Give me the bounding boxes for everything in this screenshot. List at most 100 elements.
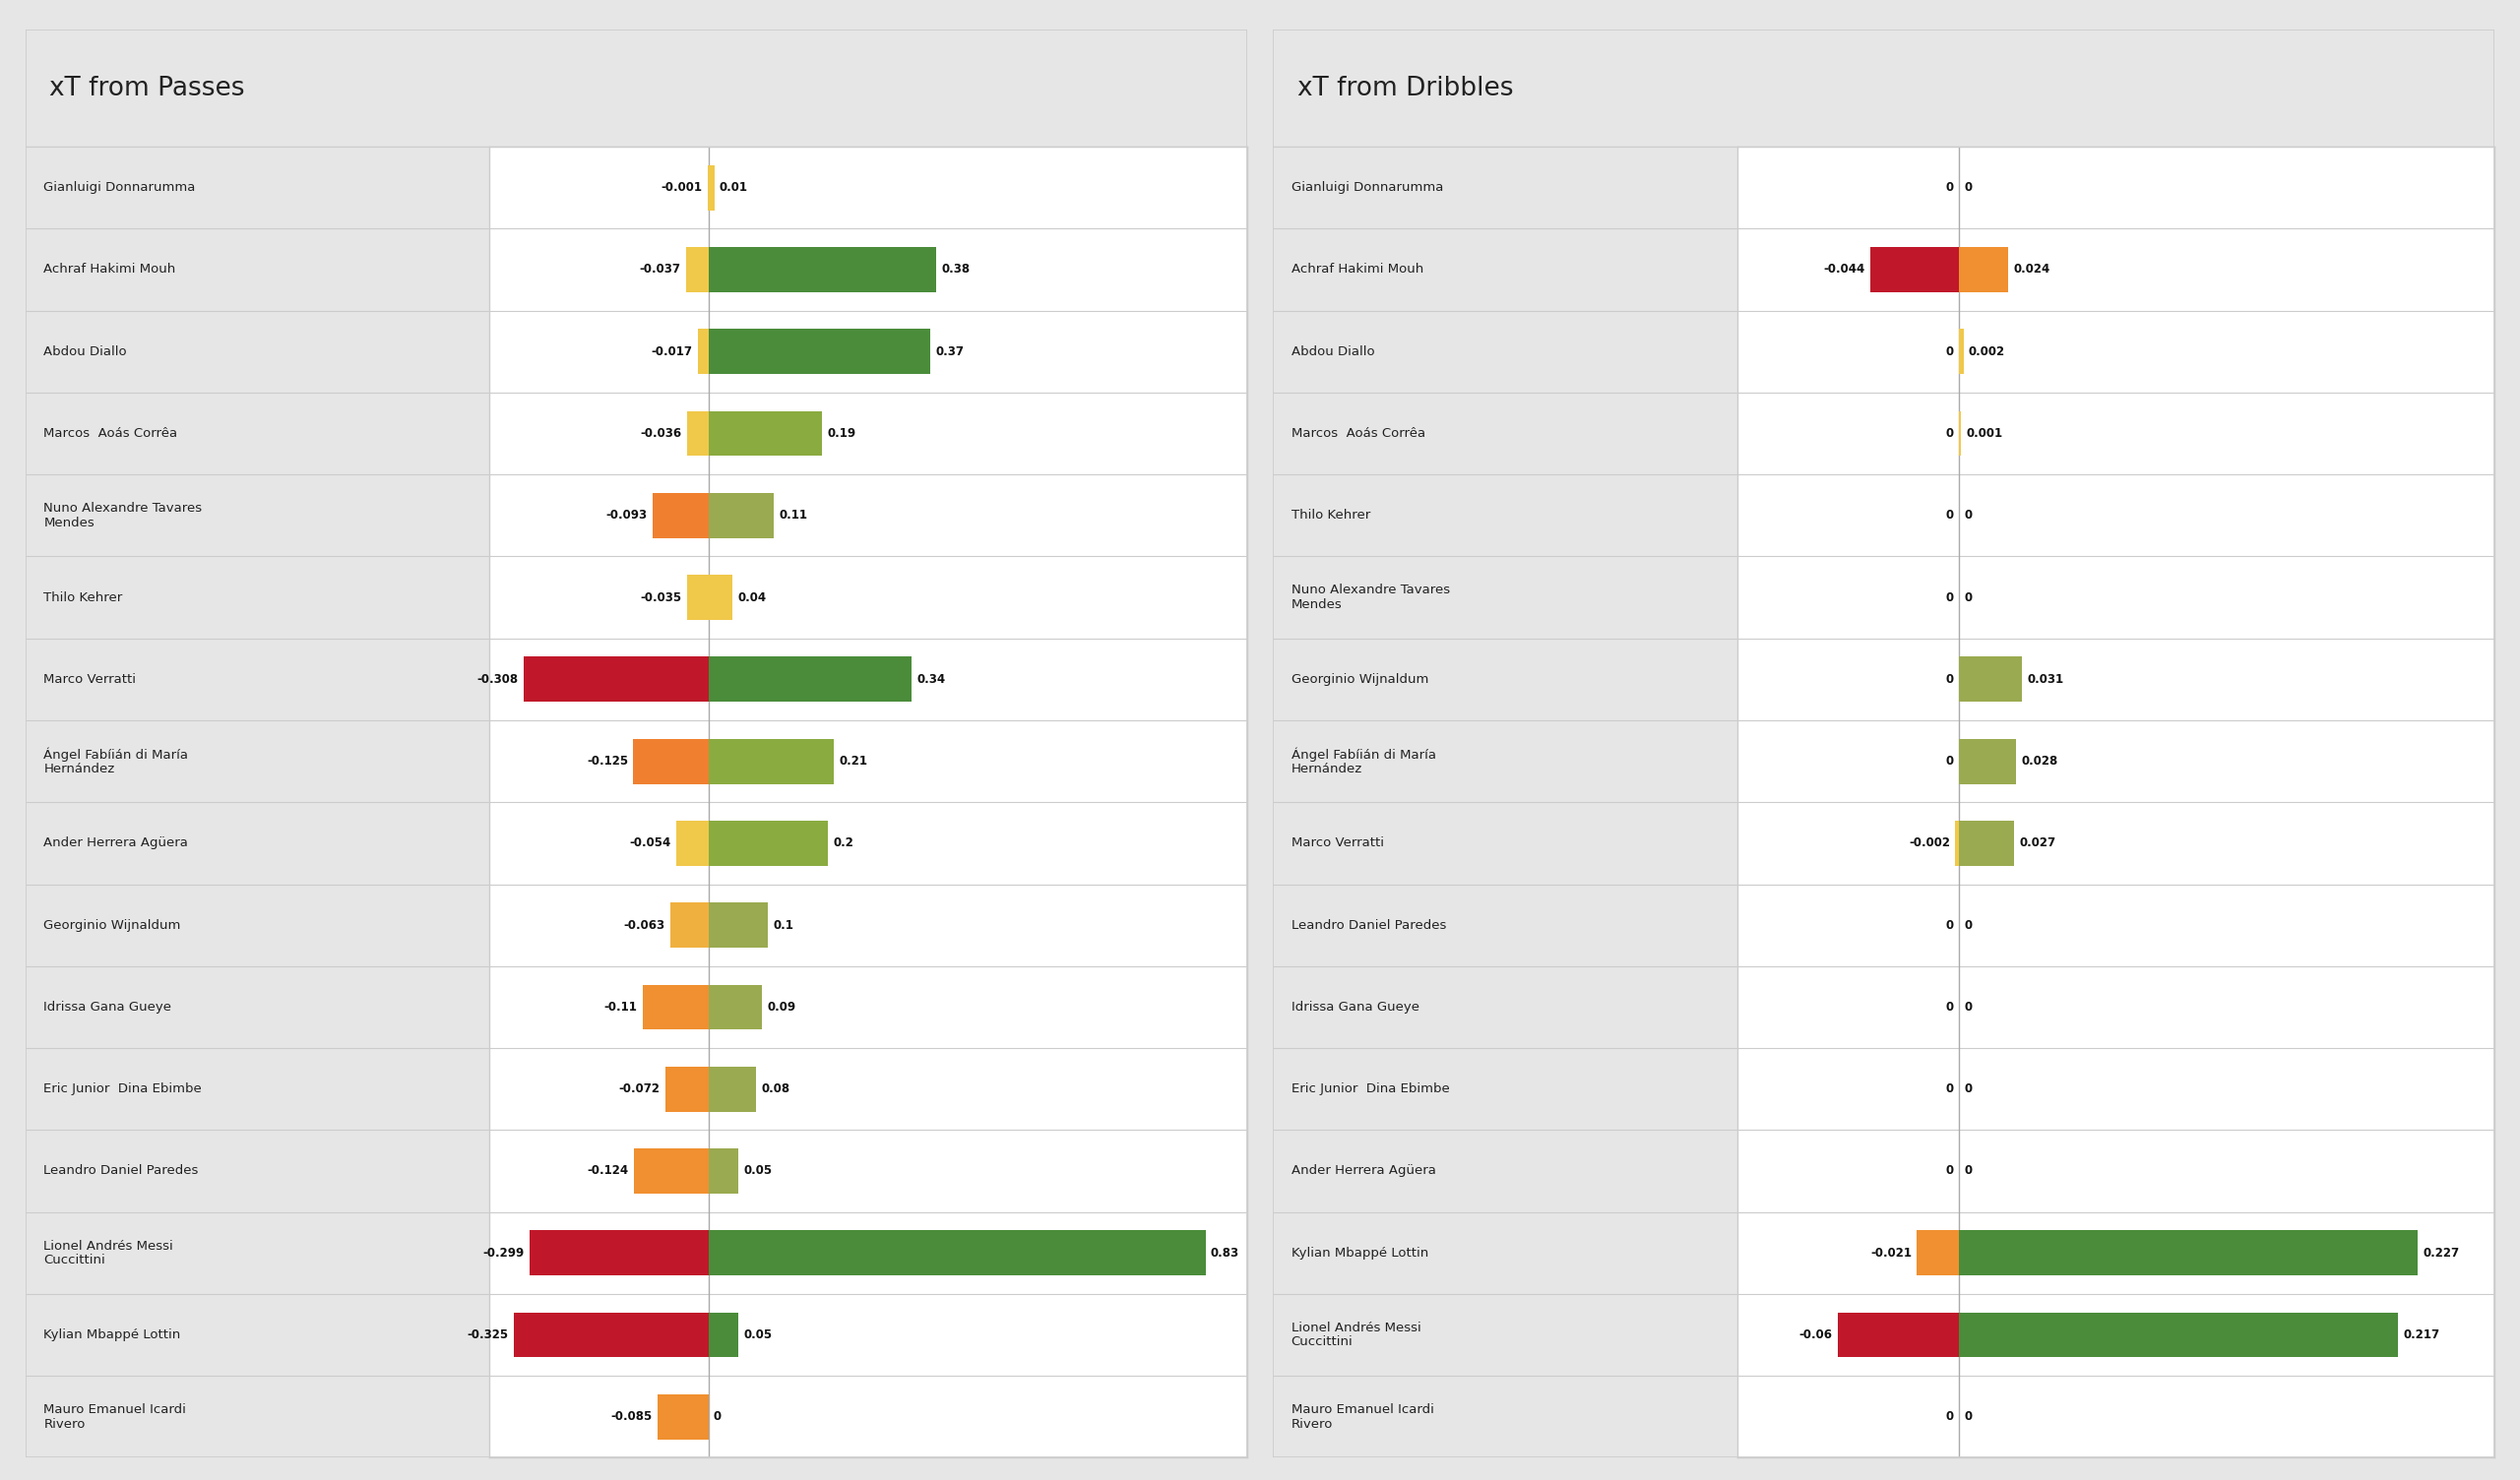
Text: -0.06: -0.06 — [1799, 1329, 1832, 1341]
Text: -0.054: -0.054 — [630, 836, 670, 850]
Text: 0.09: 0.09 — [769, 1000, 796, 1014]
Text: Marco Verratti: Marco Verratti — [43, 673, 136, 685]
Text: 0.21: 0.21 — [839, 755, 867, 768]
Text: Kylian Mbappé Lottin: Kylian Mbappé Lottin — [43, 1329, 181, 1341]
Bar — [1961, 1313, 2399, 1357]
Text: Georginio Wijnaldum: Georginio Wijnaldum — [43, 919, 181, 931]
Text: 0.04: 0.04 — [738, 591, 766, 604]
Text: Kylian Mbappé Lottin: Kylian Mbappé Lottin — [1290, 1246, 1429, 1259]
Bar — [653, 493, 708, 539]
Bar — [708, 1067, 756, 1111]
Text: 0.38: 0.38 — [940, 263, 970, 277]
Text: -0.299: -0.299 — [481, 1246, 524, 1259]
Bar — [708, 821, 829, 866]
Text: xT from Dribbles: xT from Dribbles — [1298, 75, 1512, 101]
Text: 0.028: 0.028 — [2021, 755, 2059, 768]
Text: 0: 0 — [713, 1410, 721, 1424]
Text: 0.227: 0.227 — [2424, 1246, 2460, 1259]
Text: 0.19: 0.19 — [827, 428, 857, 440]
Text: Mauro Emanuel Icardi
Rivero: Mauro Emanuel Icardi Rivero — [43, 1403, 186, 1430]
Text: Idrissa Gana Gueye: Idrissa Gana Gueye — [43, 1000, 171, 1014]
Text: 0: 0 — [1966, 509, 1973, 522]
Bar — [708, 657, 912, 702]
Text: Thilo Kehrer: Thilo Kehrer — [1290, 509, 1371, 522]
Bar — [1961, 739, 2016, 784]
Bar — [670, 903, 708, 947]
Text: -0.125: -0.125 — [587, 755, 627, 768]
Text: -0.085: -0.085 — [610, 1410, 653, 1424]
Bar — [708, 903, 769, 947]
Text: 0: 0 — [1945, 509, 1953, 522]
Text: Eric Junior  Dina Ebimbe: Eric Junior Dina Ebimbe — [1290, 1083, 1449, 1095]
Bar — [708, 1230, 1205, 1276]
Text: 0.34: 0.34 — [917, 673, 945, 685]
Bar — [1961, 247, 2008, 292]
Text: Marcos  Aoás Corrêa: Marcos Aoás Corrêa — [1290, 428, 1426, 440]
Text: Gianluigi Donnarumma: Gianluigi Donnarumma — [1290, 181, 1444, 194]
Bar — [708, 329, 930, 374]
Text: Leandro Daniel Paredes: Leandro Daniel Paredes — [43, 1165, 199, 1178]
Bar — [708, 247, 935, 292]
Bar — [708, 984, 761, 1030]
Text: 0.08: 0.08 — [761, 1083, 791, 1095]
Text: Nuno Alexandre Tavares
Mendes: Nuno Alexandre Tavares Mendes — [43, 502, 202, 528]
Bar — [698, 329, 708, 374]
Text: 0.05: 0.05 — [743, 1329, 771, 1341]
Text: 0: 0 — [1945, 181, 1953, 194]
Text: Idrissa Gana Gueye: Idrissa Gana Gueye — [1290, 1000, 1419, 1014]
Text: 0: 0 — [1945, 428, 1953, 440]
Text: xT from Passes: xT from Passes — [50, 75, 244, 101]
Bar — [1870, 247, 1961, 292]
Text: Leandro Daniel Paredes: Leandro Daniel Paredes — [1290, 919, 1446, 931]
Text: -0.021: -0.021 — [1870, 1246, 1913, 1259]
Text: Abdou Diallo: Abdou Diallo — [43, 345, 126, 358]
Bar — [524, 657, 708, 702]
Text: Marco Verratti: Marco Verratti — [1290, 836, 1383, 850]
Text: 0.001: 0.001 — [1966, 428, 2003, 440]
Bar — [708, 1148, 738, 1193]
Bar — [708, 166, 713, 210]
Text: 0.05: 0.05 — [743, 1165, 771, 1178]
Text: -0.063: -0.063 — [625, 919, 665, 931]
Text: 0.01: 0.01 — [721, 181, 748, 194]
Text: 0: 0 — [1945, 755, 1953, 768]
Text: 0: 0 — [1945, 673, 1953, 685]
Text: Georginio Wijnaldum: Georginio Wijnaldum — [1290, 673, 1429, 685]
Text: Nuno Alexandre Tavares
Mendes: Nuno Alexandre Tavares Mendes — [1290, 585, 1449, 611]
Text: 0.024: 0.024 — [2013, 263, 2049, 277]
Text: Mauro Emanuel Icardi
Rivero: Mauro Emanuel Icardi Rivero — [1290, 1403, 1434, 1430]
Text: Achraf Hakimi Mouh: Achraf Hakimi Mouh — [1290, 263, 1424, 277]
Bar — [1918, 1230, 1961, 1276]
Text: Ander Herrera Agüera: Ander Herrera Agüera — [1290, 1165, 1436, 1178]
Bar — [1961, 1230, 2419, 1276]
Bar — [658, 1394, 708, 1440]
Text: 0: 0 — [1945, 1165, 1953, 1178]
Text: 0: 0 — [1945, 345, 1953, 358]
Text: 0.002: 0.002 — [1968, 345, 2006, 358]
Bar — [1961, 329, 1963, 374]
Text: Ángel Fabíián di María
Hernández: Ángel Fabíián di María Hernández — [43, 747, 189, 776]
Text: 0: 0 — [1966, 1410, 1973, 1424]
Bar — [635, 1148, 708, 1193]
Text: -0.037: -0.037 — [640, 263, 680, 277]
Text: 0.217: 0.217 — [2404, 1329, 2439, 1341]
Text: 0.1: 0.1 — [774, 919, 794, 931]
Bar — [633, 739, 708, 784]
Bar — [708, 493, 774, 539]
Bar — [708, 574, 733, 620]
Text: 0.2: 0.2 — [834, 836, 854, 850]
Text: -0.044: -0.044 — [1824, 263, 1865, 277]
Bar — [1956, 821, 1961, 866]
Text: 0: 0 — [1945, 1410, 1953, 1424]
Bar — [675, 821, 708, 866]
Bar — [514, 1313, 708, 1357]
Text: -0.002: -0.002 — [1908, 836, 1950, 850]
Text: 0: 0 — [1966, 591, 1973, 604]
Text: -0.093: -0.093 — [605, 509, 648, 522]
Bar — [685, 247, 708, 292]
Text: Lionel Andrés Messi
Cuccittini: Lionel Andrés Messi Cuccittini — [43, 1239, 174, 1267]
Bar — [688, 411, 708, 456]
Text: Abdou Diallo: Abdou Diallo — [1290, 345, 1373, 358]
Text: 0: 0 — [1966, 1083, 1973, 1095]
Bar — [1961, 657, 2021, 702]
